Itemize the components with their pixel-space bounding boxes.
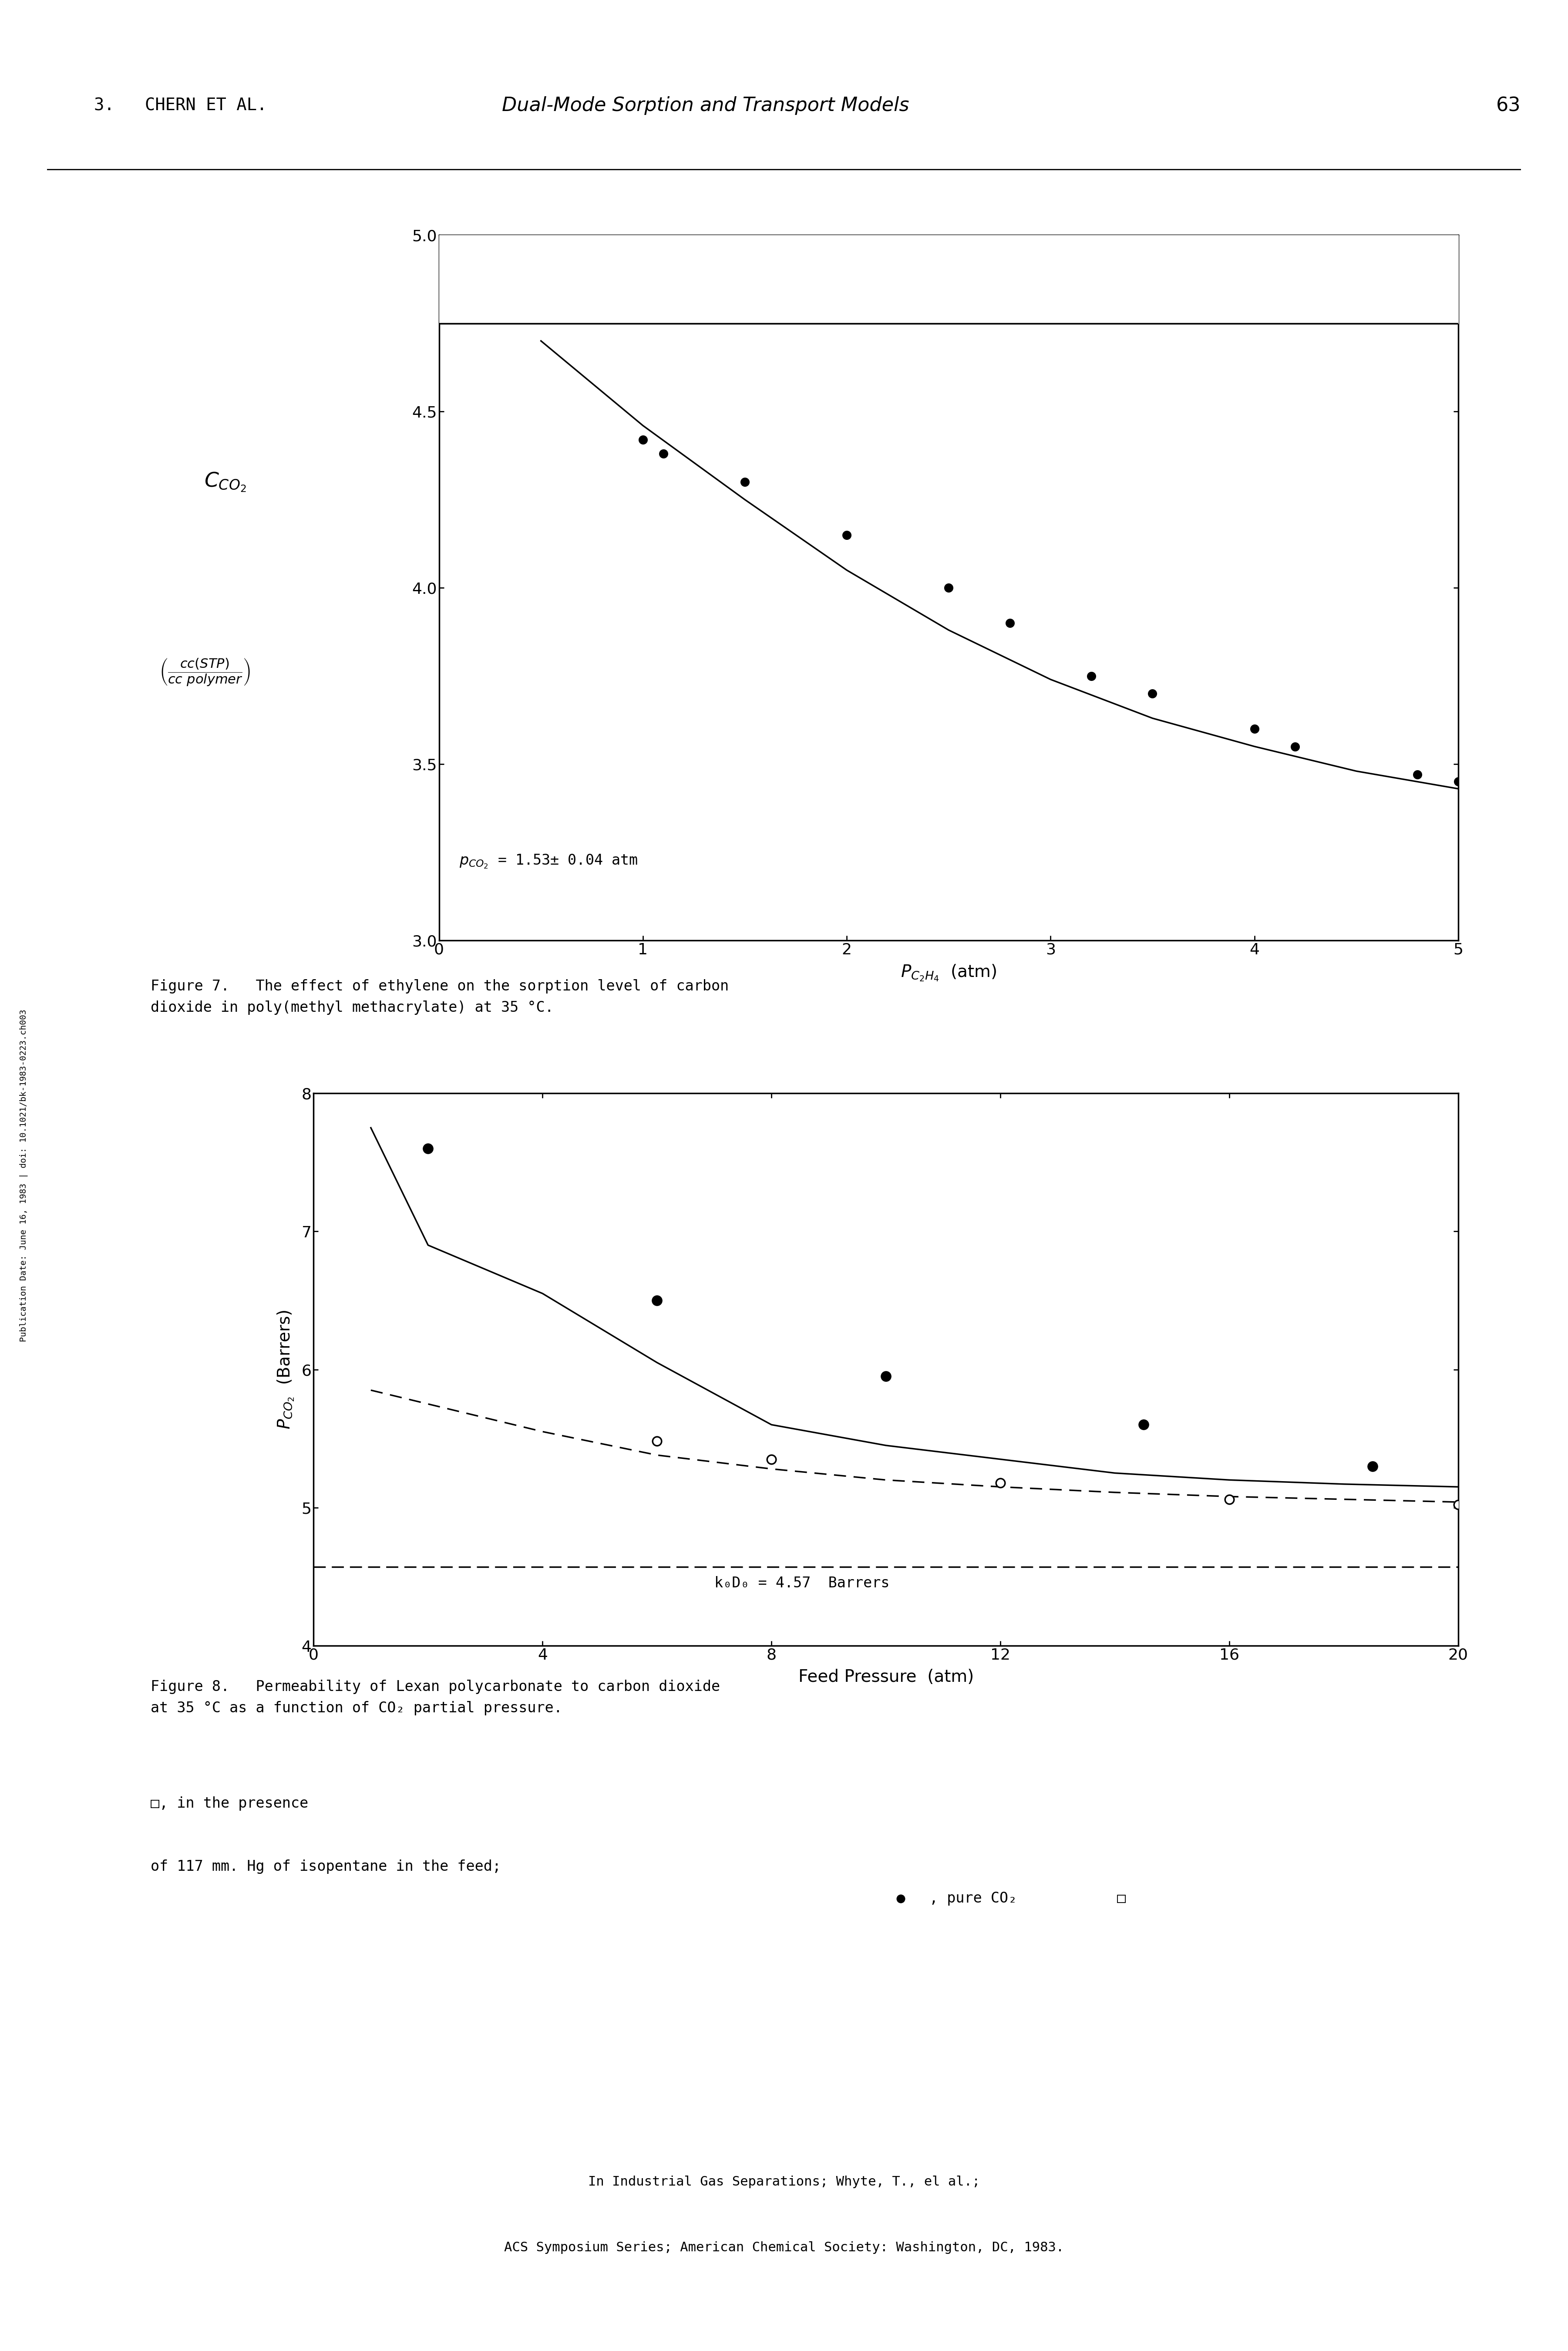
Text: of 117 mm. Hg of isopentane in the feed;: of 117 mm. Hg of isopentane in the feed; bbox=[151, 1860, 500, 1874]
Point bbox=[988, 1465, 1013, 1502]
Point bbox=[936, 569, 961, 607]
Text: □: □ bbox=[1116, 1890, 1126, 1907]
Point bbox=[644, 1422, 670, 1460]
Point bbox=[1446, 1486, 1471, 1523]
Point bbox=[1405, 757, 1430, 795]
Text: □, in the presence: □, in the presence bbox=[151, 1796, 309, 1810]
Point bbox=[997, 604, 1022, 642]
Y-axis label: $P_{CO_2}$  (Barrers): $P_{CO_2}$ (Barrers) bbox=[276, 1310, 295, 1429]
Point bbox=[644, 1281, 670, 1319]
Point bbox=[873, 1357, 898, 1394]
Point bbox=[834, 517, 859, 555]
Text: ACS Symposium Series; American Chemical Society: Washington, DC, 1983.: ACS Symposium Series; American Chemical … bbox=[503, 2241, 1065, 2255]
Point bbox=[1140, 675, 1165, 712]
X-axis label: Feed Pressure  (atm): Feed Pressure (atm) bbox=[798, 1669, 974, 1686]
Text: , pure CO₂: , pure CO₂ bbox=[930, 1890, 1018, 1907]
Text: Publication Date: June 16, 1983 | doi: 10.1021/bk-1983-0223.ch003: Publication Date: June 16, 1983 | doi: 1… bbox=[19, 1009, 28, 1342]
Point bbox=[1242, 710, 1267, 748]
Point bbox=[630, 421, 655, 458]
Text: Figure 7.   The effect of ethylene on the sorption level of carbon
dioxide in po: Figure 7. The effect of ethylene on the … bbox=[151, 978, 729, 1016]
Point bbox=[1217, 1481, 1242, 1519]
Point bbox=[416, 1131, 441, 1168]
Text: In Industrial Gas Separations; Whyte, T., el al.;: In Industrial Gas Separations; Whyte, T.… bbox=[588, 2175, 980, 2189]
Point bbox=[651, 435, 676, 473]
Text: $C_{CO_2}$: $C_{CO_2}$ bbox=[204, 470, 246, 494]
Text: Figure 8.   Permeability of Lexan polycarbonate to carbon dioxide
at 35 °C as a : Figure 8. Permeability of Lexan polycarb… bbox=[151, 1679, 720, 1716]
Text: Dual-Mode Sorption and Transport Models: Dual-Mode Sorption and Transport Models bbox=[502, 96, 909, 115]
Text: $p_{CO_2}$ = 1.53± 0.04 atm: $p_{CO_2}$ = 1.53± 0.04 atm bbox=[459, 853, 638, 870]
Text: PURE  CO₂: PURE CO₂ bbox=[887, 284, 972, 299]
Point bbox=[1283, 729, 1308, 766]
Point bbox=[1079, 658, 1104, 696]
Point bbox=[732, 463, 757, 501]
Point bbox=[1502, 1467, 1527, 1505]
Point bbox=[1446, 762, 1471, 799]
Text: k₀D₀ = 4.57  Barrers: k₀D₀ = 4.57 Barrers bbox=[715, 1575, 889, 1589]
Point bbox=[759, 1441, 784, 1479]
Point bbox=[1359, 1448, 1385, 1486]
X-axis label: $P_{C_2H_4}$  (atm): $P_{C_2H_4}$ (atm) bbox=[900, 964, 997, 983]
Point bbox=[1131, 1406, 1156, 1444]
Text: 63: 63 bbox=[1496, 96, 1521, 115]
Text: 3.   CHERN ET AL.: 3. CHERN ET AL. bbox=[94, 96, 267, 115]
Text: $\left(\dfrac{cc(STP)}{cc\ polymer}\right)$: $\left(\dfrac{cc(STP)}{cc\ polymer}\righ… bbox=[160, 658, 249, 686]
